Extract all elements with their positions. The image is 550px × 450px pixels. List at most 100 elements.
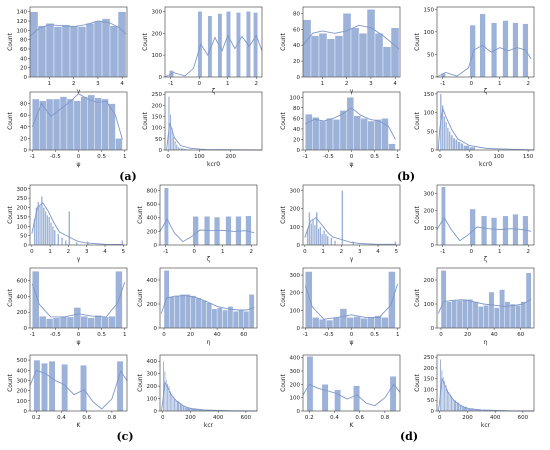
bar — [73, 100, 82, 151]
x-tick-label: 1 — [48, 81, 52, 87]
bar — [44, 211, 47, 246]
x-tick-label: 0 — [192, 249, 196, 255]
bar — [326, 38, 336, 78]
y-tick-label: 200 — [290, 207, 301, 213]
bar — [32, 270, 40, 329]
x-tick-label: 200 — [185, 415, 196, 421]
bar — [109, 25, 119, 78]
bar — [469, 208, 476, 246]
x-tick-label: -1 — [168, 81, 173, 87]
y-tick-label: 250 — [424, 355, 435, 361]
bar — [321, 233, 324, 246]
x-tick-label: 60 — [517, 332, 524, 338]
x-tick-label: 0 — [350, 154, 354, 160]
bar — [346, 97, 355, 151]
y-tick-label: 200 — [424, 366, 435, 372]
y-axis-label: Count — [414, 373, 421, 391]
bar — [214, 216, 221, 246]
y-tick-label: 400 — [17, 368, 28, 374]
x-tick-label: 5 — [395, 249, 399, 255]
bar — [216, 307, 223, 329]
x-tick-label: 1 — [321, 81, 325, 87]
y-tick-label: 0 — [154, 243, 158, 249]
y-tick-label: 200 — [17, 206, 28, 212]
x-axis-label: ζ — [484, 256, 487, 263]
x-tick-label: 2 — [527, 81, 531, 87]
bar — [211, 308, 218, 329]
bar — [443, 116, 446, 151]
kde-line — [436, 216, 532, 242]
y-tick-label: 0 — [24, 148, 28, 154]
bar — [310, 222, 313, 246]
bar — [60, 237, 64, 246]
y-axis-label: Count — [7, 205, 14, 223]
bar — [77, 26, 87, 78]
y-axis-label: Count — [280, 288, 287, 306]
bar — [477, 306, 484, 329]
x-tick-label: 600 — [518, 415, 529, 421]
x-axis-label: γ — [77, 88, 81, 95]
x-axis-label: ψ — [77, 339, 81, 346]
bar — [175, 399, 177, 412]
bar — [222, 309, 228, 329]
y-tick-label: 100 — [152, 126, 163, 132]
x-tick-label: 0.5 — [370, 332, 379, 338]
y-tick-label: 40 — [293, 43, 300, 49]
bar — [332, 119, 341, 151]
x-tick-label: 0.5 — [97, 154, 106, 160]
y-tick-label: 200 — [147, 384, 158, 390]
bar — [520, 301, 527, 329]
x-tick-label: -1 — [30, 154, 35, 160]
x-tick-label: 1 — [48, 249, 52, 255]
axes-frame — [436, 354, 535, 412]
y-tick-label: 0 — [154, 409, 158, 415]
bar — [64, 240, 67, 246]
bar — [469, 146, 476, 151]
bar — [206, 302, 213, 329]
bar — [101, 98, 109, 151]
y-tick-label: 300 — [17, 378, 28, 384]
bar — [116, 360, 124, 412]
x-tick-label: 0.2 — [305, 415, 314, 421]
x-tick-label: 4 — [120, 81, 124, 87]
bar — [448, 131, 451, 151]
y-tick-label: 50 — [427, 129, 434, 135]
x-tick-label: 60 — [240, 332, 247, 338]
bar — [192, 216, 199, 246]
bar — [325, 118, 334, 151]
x-tick-label: 50 — [466, 154, 473, 160]
bar — [312, 317, 320, 329]
bar — [169, 114, 172, 151]
x-tick-label: 1 — [321, 249, 325, 255]
y-tick-label: 0 — [159, 75, 163, 81]
bar — [179, 294, 186, 329]
y-tick-label: 100 — [17, 224, 28, 230]
axes-frame — [436, 184, 535, 246]
x-tick-label: 0 — [469, 249, 473, 255]
bar — [245, 215, 252, 246]
bar — [390, 27, 400, 78]
y-axis-label: Count — [7, 288, 14, 306]
bar — [101, 316, 109, 329]
x-axis-label: η — [207, 339, 211, 346]
x-tick-label: 0.2 — [32, 415, 41, 421]
bar — [51, 226, 54, 246]
y-tick-label: 200 — [17, 310, 28, 316]
bar — [330, 237, 333, 246]
bar — [302, 19, 312, 78]
bar — [57, 233, 60, 246]
x-tick-label: 1 — [396, 154, 400, 160]
y-tick-label: 20 — [293, 137, 300, 143]
x-tick-label: 200 — [225, 154, 236, 160]
x-axis-label: kcr0 — [207, 161, 220, 168]
bar — [509, 303, 516, 329]
bar — [512, 22, 519, 78]
bar — [87, 94, 95, 151]
x-axis-label: ζ — [207, 256, 210, 263]
bar — [48, 360, 56, 412]
y-tick-label: 300 — [290, 369, 301, 375]
bar — [499, 289, 505, 329]
bar — [326, 235, 329, 246]
x-tick-label: 0.5 — [97, 332, 106, 338]
